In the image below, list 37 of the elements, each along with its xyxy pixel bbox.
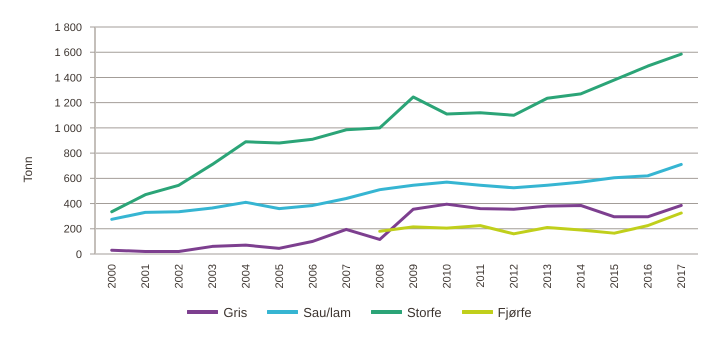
x-tick-label: 2004 bbox=[240, 264, 253, 288]
x-tick-label: 2007 bbox=[341, 264, 354, 288]
y-tick-label: 1 600 bbox=[54, 47, 82, 60]
y-tick-label: 200 bbox=[64, 224, 82, 236]
y-tick-label: 800 bbox=[64, 148, 82, 160]
x-tick-label: 2005 bbox=[274, 264, 286, 288]
line-series bbox=[110, 202, 683, 253]
line-series bbox=[110, 162, 683, 221]
x-tick-label: 2008 bbox=[374, 264, 387, 288]
x-tick-label: 2016 bbox=[642, 264, 655, 288]
y-axis-title: Tonn bbox=[21, 156, 35, 183]
x-tick-label: 2000 bbox=[106, 264, 119, 288]
x-tick-label: 2001 bbox=[140, 264, 152, 288]
legend-label: Sau/lam bbox=[303, 304, 351, 320]
x-tick-label: 2002 bbox=[174, 264, 186, 288]
x-tick-label: 2017 bbox=[676, 264, 688, 288]
y-tick-label: 1 800 bbox=[54, 22, 82, 34]
x-tick-label: 2003 bbox=[207, 264, 220, 288]
y-tick-label: 1 000 bbox=[54, 122, 82, 135]
legend-label: Fjørfe bbox=[498, 304, 532, 320]
legend-label: Storfe bbox=[406, 304, 442, 320]
x-tick-label: 2015 bbox=[609, 264, 622, 288]
y-tick-label: 600 bbox=[64, 173, 82, 186]
y-tick-label: 1 200 bbox=[54, 98, 82, 110]
x-tick-label: 2011 bbox=[475, 264, 488, 288]
x-tick-label: 2010 bbox=[442, 264, 454, 288]
x-tick-label: 2009 bbox=[408, 264, 420, 288]
line-series bbox=[110, 52, 683, 214]
legend-label: Gris bbox=[223, 304, 248, 320]
line-series bbox=[378, 212, 683, 236]
x-tick-label: 2014 bbox=[576, 264, 588, 288]
x-tick-label: 2013 bbox=[542, 264, 554, 288]
x-tick-label: 2006 bbox=[308, 264, 320, 288]
y-tick-label: 1 400 bbox=[54, 72, 82, 84]
y-tick-label: 0 bbox=[76, 248, 82, 261]
x-tick-label: 2012 bbox=[508, 264, 521, 288]
y-tick-label: 400 bbox=[64, 198, 82, 210]
